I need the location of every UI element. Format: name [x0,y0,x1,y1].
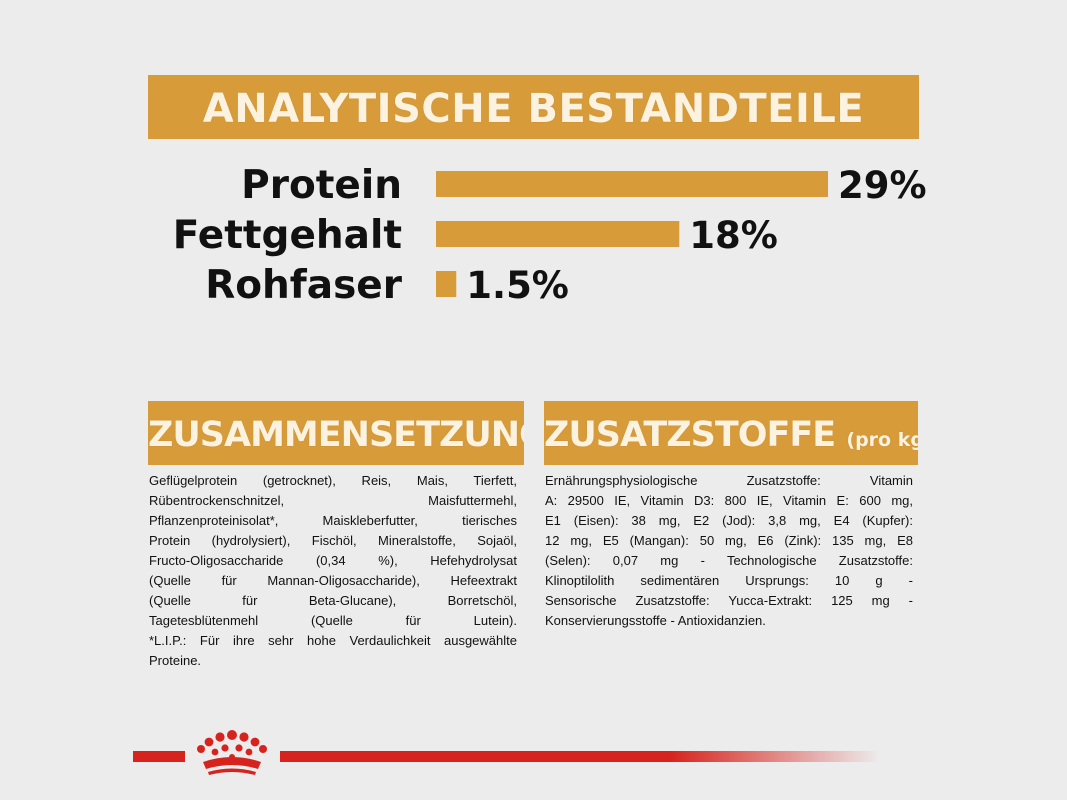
additives-title-suffix: (pro kg) [846,429,918,451]
value-label: 29% [838,164,927,207]
additives-banner: ZUSATZSTOFFE (pro kg) [544,401,918,465]
composition-text: Geflügelprotein (getrocknet), Reis, Mais… [149,471,517,671]
crown-icon [197,730,267,775]
additives-line: Konservierungsstoffe - Antioxidanzien. [545,613,766,628]
additives-line: Ernährungsphysiologische Zusatzstoffe: V… [545,473,913,488]
footer-stripe-right [280,751,880,762]
category-label: Fettgehalt [173,213,402,258]
composition-line: Proteine. [149,653,202,668]
analytic-banner: ANALYTISCHE BESTANDTEILE [148,75,919,139]
bar-rohfaser [436,271,457,297]
category-label: Rohfaser [205,263,403,308]
composition-line: Pflanzenproteinisolat*, Maiskleberfutter… [149,513,517,528]
composition-line: Protein (hydrolysiert), Fischöl, Mineral… [149,533,517,548]
additives-line: Sensorische Zusatzstoffe: Yucca-Extrakt:… [545,593,913,608]
composition-line: (Quelle für Beta-Glucane), Borretschöl, [149,593,517,608]
bar-fettgehalt [436,221,680,247]
composition-title: ZUSAMMENSETZUNG [148,415,524,455]
composition-line: *L.I.P.: Für ihre sehr hohe Verdaulichke… [149,633,517,648]
bar-protein [436,171,828,197]
value-label: 18% [689,214,778,257]
footer-stripe-left [133,751,185,762]
nutrient-bar-chart: Protein 29% Fettgehalt 18% Rohfaser 1.5% [173,163,927,308]
analytic-title: ANALYTISCHE BESTANDTEILE [202,86,865,132]
additives-line: (Selen): 0,07 mg - Technologische Zusatz… [545,553,913,568]
value-label: 1.5% [466,264,569,307]
additives-line: A: 29500 IE, Vitamin D3: 800 IE, Vitamin… [545,493,913,508]
additives-title: ZUSATZSTOFFE [544,415,836,455]
composition-line: Rübentrockenschnitzel, Maisfuttermehl, [149,493,517,508]
additives-line: 12 mg, E5 (Mangan): 50 mg, E6 (Zink): 13… [545,533,913,548]
additives-text: Ernährungsphysiologische Zusatzstoffe: V… [545,471,913,631]
composition-line: Tagetesblütenmehl (Quelle für Lutein). [149,613,517,628]
additives-line: E1 (Eisen): 38 mg, E2 (Jod): 3,8 mg, E4 … [545,513,913,528]
category-label: Protein [241,163,402,208]
composition-line: Fructo-Oligosaccharide (0,34 %), Hefehyd… [149,553,517,568]
composition-line: (Quelle für Mannan-Oligosaccharide), Hef… [149,573,517,588]
additives-line: Klinoptilolith sedimentären Ursprungs: 1… [545,573,913,588]
composition-line: Geflügelprotein (getrocknet), Reis, Mais… [149,473,517,488]
composition-banner: ZUSAMMENSETZUNG [148,401,524,465]
